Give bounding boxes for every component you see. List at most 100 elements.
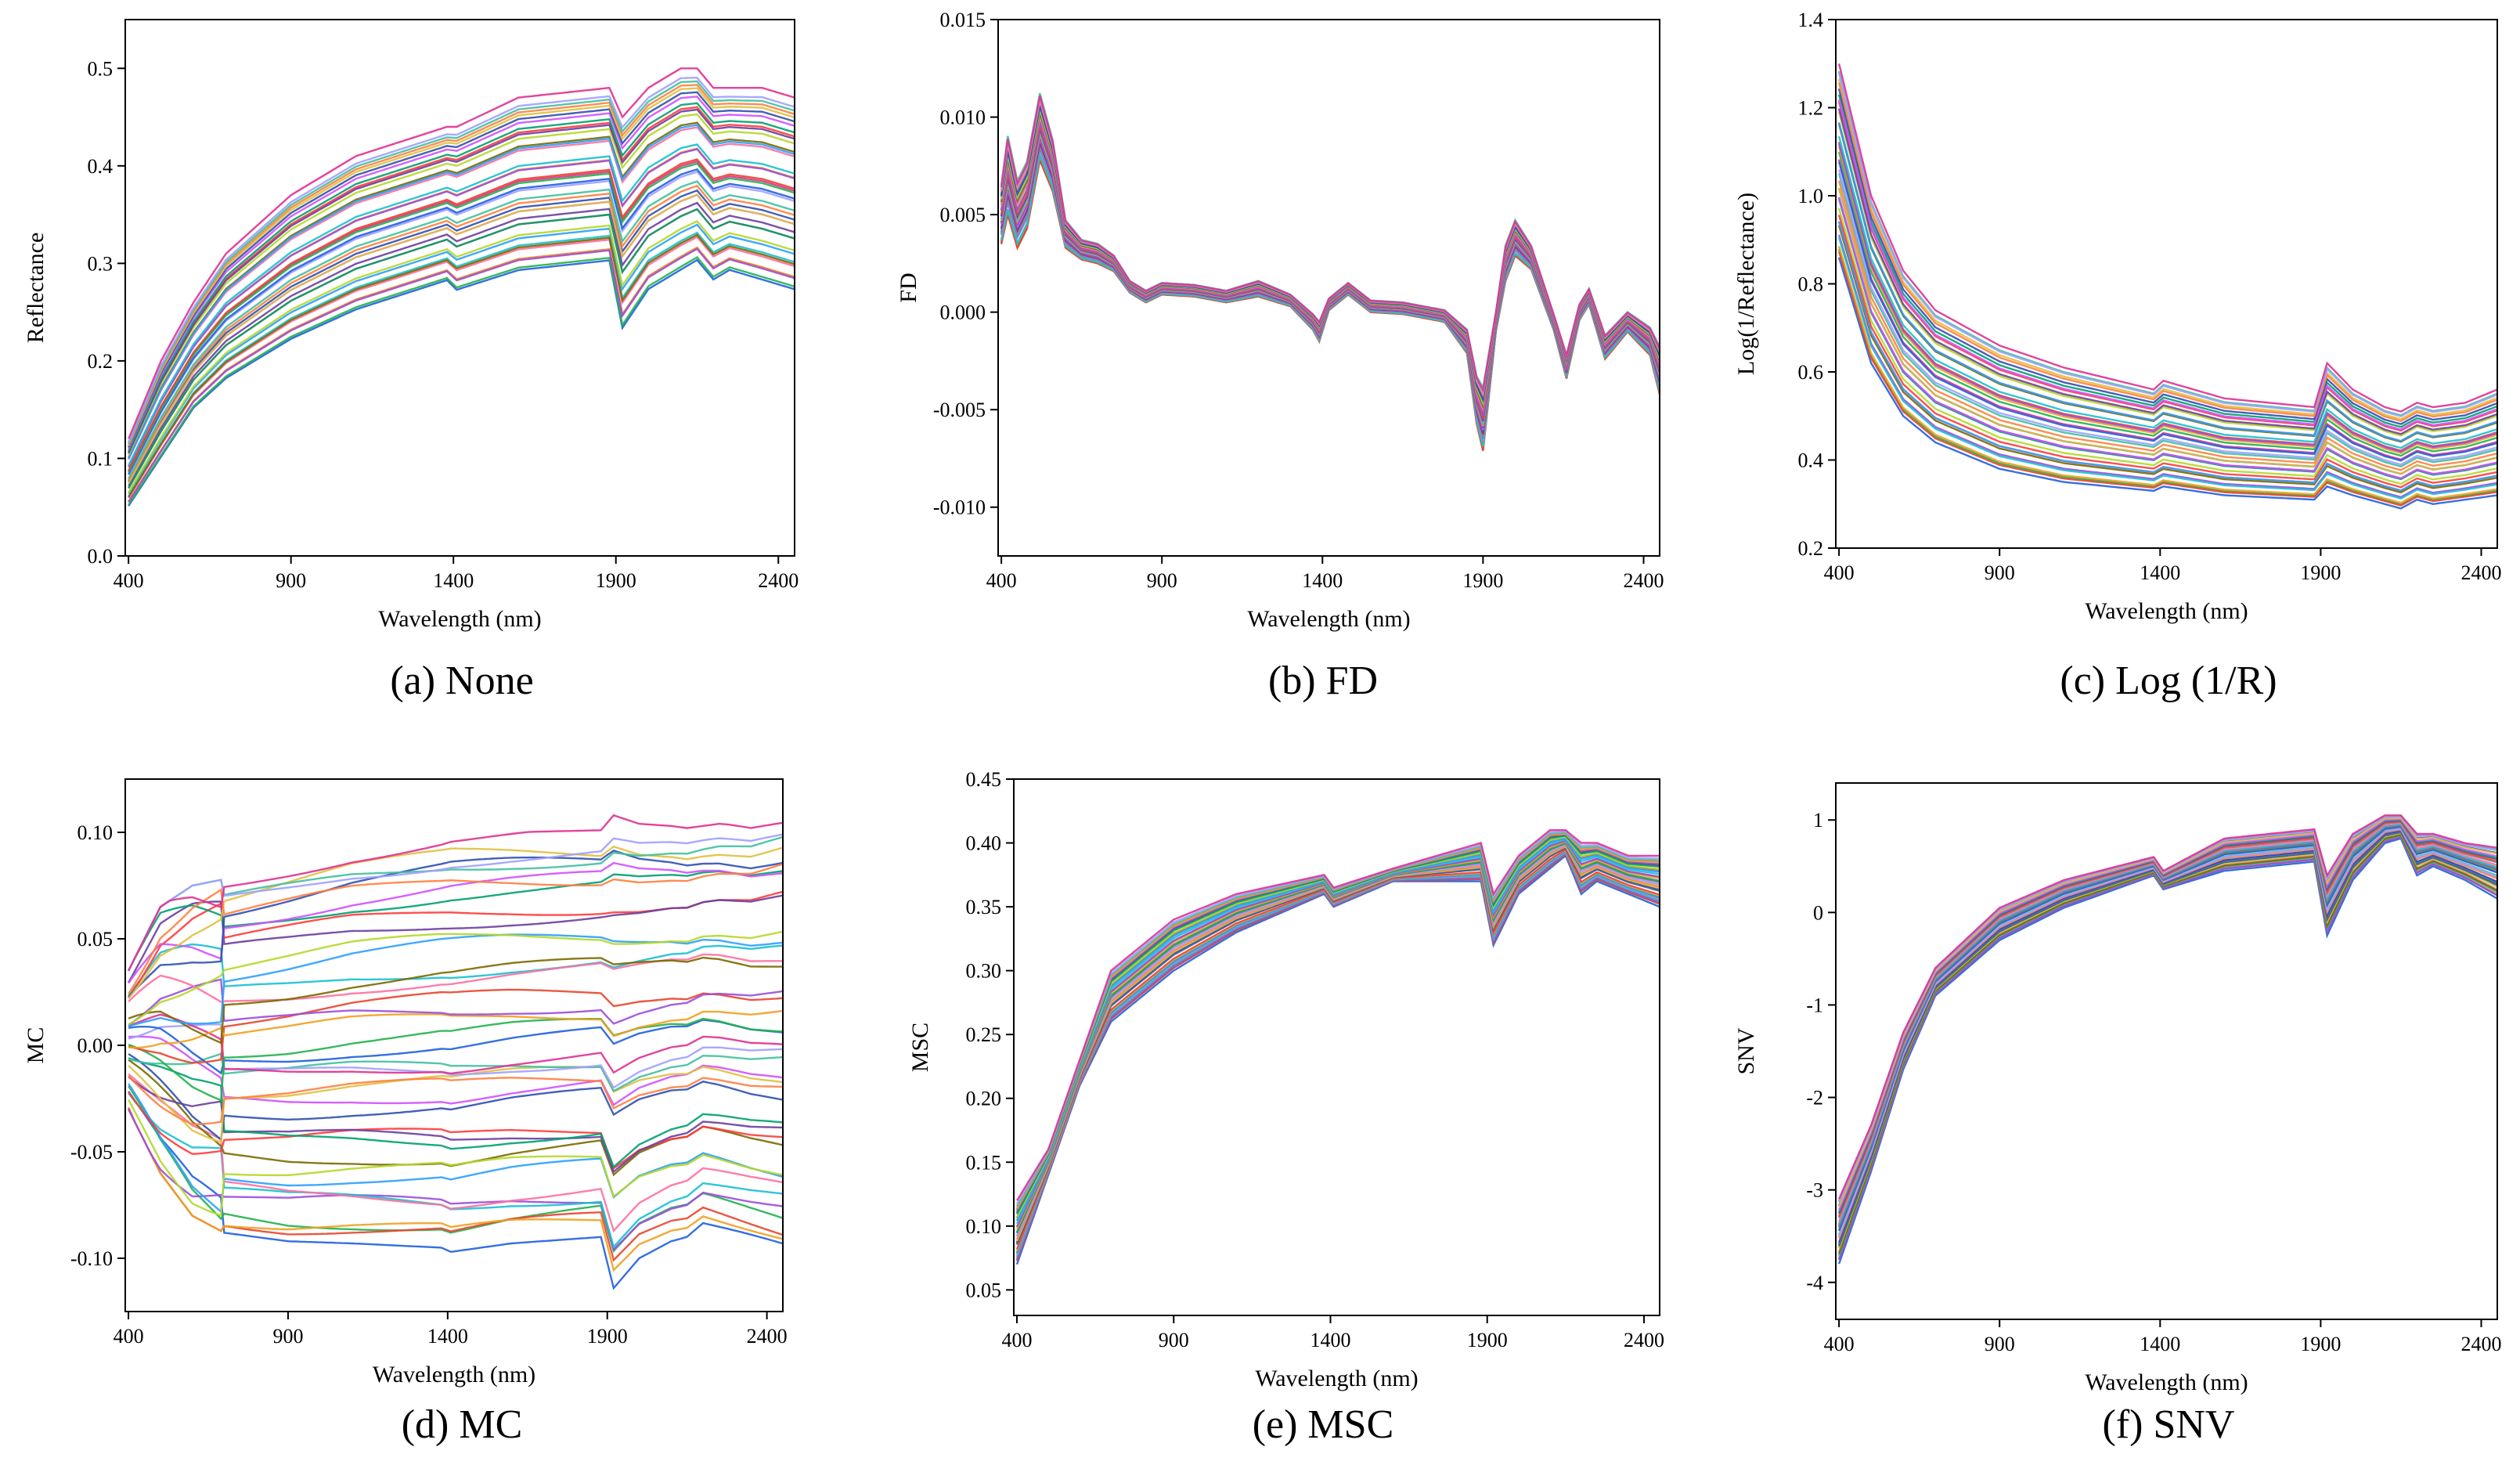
series-line: [1837, 818, 2498, 1211]
x-tick-label: 1900: [2300, 561, 2341, 584]
series-line: [128, 953, 783, 1003]
y-axis-label: MSC: [907, 1023, 933, 1072]
caption-mc: (d) MC: [401, 1402, 523, 1447]
series-line: [128, 247, 795, 503]
x-tick-label: 1900: [587, 1325, 628, 1348]
series-line: [128, 943, 784, 997]
series-line: [128, 861, 784, 984]
y-tick-label: 0.35: [966, 896, 1002, 918]
x-tick-label: 1400: [2140, 561, 2180, 584]
y-axis-label: MC: [23, 1027, 49, 1064]
x-axis-label: Wavelength (nm): [2085, 1369, 2248, 1395]
series-line: [1015, 849, 1660, 1251]
y-tick-label: 1.4: [1798, 9, 1824, 31]
series-line: [1000, 146, 1661, 442]
series-line: [128, 168, 795, 475]
x-tick-label: 1400: [433, 569, 474, 592]
series-line: [1837, 225, 2498, 494]
y-tick-label: 0.4: [1798, 449, 1824, 472]
series-line: [1837, 111, 2498, 437]
y-tick-label: 0.005: [940, 204, 986, 226]
series-line: [128, 814, 784, 972]
series-line: [1837, 151, 2498, 457]
series-line: [1000, 143, 1661, 438]
series-line: [128, 845, 784, 1000]
series-line: [128, 121, 795, 459]
y-tick-label: 0.10: [966, 1215, 1002, 1238]
y-tick-label: 0.4: [88, 155, 114, 178]
series-line: [1015, 851, 1660, 1258]
series-line: [128, 207, 795, 489]
x-tick-label: 2400: [1623, 569, 1664, 592]
plot-frame: [124, 19, 795, 557]
series-line: [1837, 73, 2498, 417]
series-line: [1000, 140, 1661, 436]
caption-none: (a) None: [390, 659, 534, 703]
series-line: [1000, 128, 1661, 422]
series-line: [128, 108, 795, 454]
series-line: [128, 1009, 784, 1049]
series-line: [1837, 831, 2498, 1247]
caption-fd: (b) FD: [1267, 659, 1379, 703]
series-line: [1837, 161, 2498, 462]
series-line: [1837, 101, 2498, 432]
series-line: [1015, 843, 1660, 1237]
series-line: [128, 1109, 784, 1252]
series-line: [1837, 817, 2498, 1207]
series-line: [128, 835, 784, 972]
series-line: [128, 1073, 784, 1233]
series-line: [1837, 82, 2498, 422]
x-axis-label: Wavelength (nm): [1247, 606, 1410, 632]
series-line: [128, 1107, 784, 1262]
x-tick-label: 1900: [1467, 1329, 1508, 1351]
y-tick-label: 0.10: [78, 821, 114, 844]
series-line: [128, 158, 795, 471]
series-line: [1015, 850, 1660, 1254]
series-line: [128, 258, 795, 507]
series-line: [128, 894, 784, 983]
x-tick-label: 1400: [1302, 569, 1343, 592]
series-line: [1837, 248, 2498, 506]
plot-frame: [997, 19, 1660, 557]
x-axis-label: Wavelength (nm): [1255, 1366, 1418, 1391]
series-line: [1000, 140, 1661, 436]
series-line: [128, 1076, 784, 1174]
series-line: [1837, 221, 2498, 492]
series-line: [1015, 853, 1660, 1265]
x-tick-label: 900: [1985, 561, 2015, 584]
series-line: [1015, 852, 1660, 1260]
series-line: [128, 162, 795, 473]
series-line: [1837, 828, 2498, 1239]
series-line: [128, 76, 795, 443]
series-line: [1837, 143, 2498, 453]
series-line: [128, 106, 795, 453]
series-group: [1837, 814, 2498, 1265]
x-tick-label: 2400: [747, 1325, 788, 1348]
series-group: [1015, 829, 1660, 1265]
x-tick-label: 900: [1159, 1329, 1189, 1351]
panel-fd: 400 900 1400 1900 2400 -0.010 -0.005 0.000 0.005…: [845, 0, 1675, 720]
y-tick-label: 0.0: [88, 545, 114, 568]
y-axis-label: FD: [896, 272, 921, 302]
series-line: [1000, 144, 1661, 440]
series-line: [1000, 122, 1661, 416]
chart-none: 400 900 1400 1900 2400 0.0 0.1 0.2 0.3 0.4 0.5 Wave…: [23, 19, 799, 632]
series-line: [128, 87, 795, 446]
x-tick-label: 400: [986, 569, 1017, 592]
series-line: [1837, 830, 2498, 1245]
series-line: [128, 930, 784, 1026]
series-line: [128, 1092, 784, 1249]
series-line: [1837, 122, 2498, 442]
series-line: [1015, 850, 1660, 1255]
series-line: [1837, 831, 2498, 1247]
series-line: [1837, 837, 2498, 1265]
series-line: [128, 201, 795, 487]
x-tick-label: 2400: [1624, 1329, 1664, 1351]
series-line: [1015, 853, 1660, 1261]
chart-log: 400 900 1400 1900 2400 0.2 0.4 0.6 0.8 1.0 1.2 1.4 W…: [1733, 9, 2501, 624]
series-line: [1837, 108, 2498, 435]
series-group: [128, 67, 795, 507]
y-tick-label: 0: [1813, 901, 1823, 924]
series-line: [128, 193, 795, 484]
y-tick-label: 0.20: [966, 1088, 1002, 1110]
